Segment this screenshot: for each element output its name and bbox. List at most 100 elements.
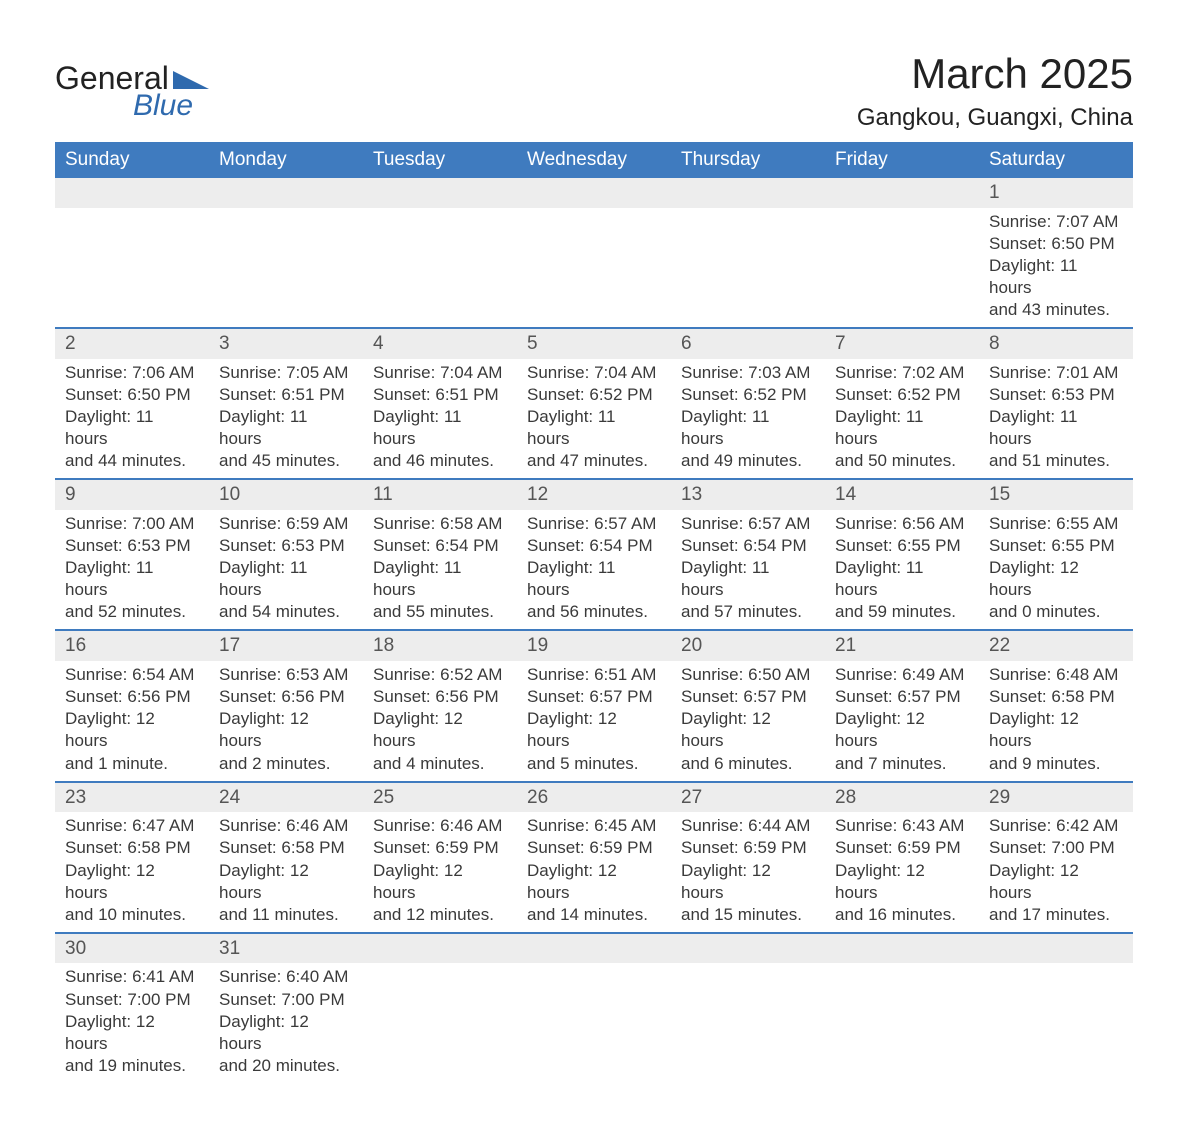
sunrise-text: Sunrise: 7:04 AM (527, 362, 661, 384)
sunrise-text: Sunrise: 6:46 AM (219, 815, 353, 837)
day-detail-cell: Sunrise: 6:42 AMSunset: 7:00 PMDaylight:… (979, 812, 1133, 932)
day-number-cell (979, 933, 1133, 964)
sunrise-text: Sunrise: 7:06 AM (65, 362, 199, 384)
day-number-cell: 7 (825, 328, 979, 359)
day-detail-cell: Sunrise: 6:54 AMSunset: 6:56 PMDaylight:… (55, 661, 209, 781)
sunset-text: Sunset: 6:59 PM (527, 837, 661, 859)
daylight-text: Daylight: 11 hours (835, 406, 969, 450)
daylight-text: Daylight: 11 hours (219, 406, 353, 450)
day-detail-cell: Sunrise: 7:04 AMSunset: 6:52 PMDaylight:… (517, 359, 671, 479)
day-detail-row: Sunrise: 6:41 AMSunset: 7:00 PMDaylight:… (55, 963, 1133, 1082)
day-detail-cell: Sunrise: 6:46 AMSunset: 6:59 PMDaylight:… (363, 812, 517, 932)
sunset-text: Sunset: 6:58 PM (65, 837, 199, 859)
daylight-text: Daylight: 12 hours (989, 860, 1123, 904)
day-detail-cell: Sunrise: 7:01 AMSunset: 6:53 PMDaylight:… (979, 359, 1133, 479)
day-header-row: Sunday Monday Tuesday Wednesday Thursday… (55, 142, 1133, 178)
sunrise-text: Sunrise: 6:57 AM (527, 513, 661, 535)
day-detail-cell: Sunrise: 7:02 AMSunset: 6:52 PMDaylight:… (825, 359, 979, 479)
day-detail-cell (671, 208, 825, 328)
sunrise-text: Sunrise: 7:00 AM (65, 513, 199, 535)
daylight-text: and 50 minutes. (835, 450, 969, 472)
day-detail-cell: Sunrise: 6:55 AMSunset: 6:55 PMDaylight:… (979, 510, 1133, 630)
day-number-cell (209, 178, 363, 208)
sunrise-text: Sunrise: 6:43 AM (835, 815, 969, 837)
day-header: Sunday (55, 142, 209, 178)
day-detail-cell: Sunrise: 6:57 AMSunset: 6:54 PMDaylight:… (671, 510, 825, 630)
daylight-text: Daylight: 11 hours (219, 557, 353, 601)
daylight-text: and 14 minutes. (527, 904, 661, 926)
daylight-text: and 59 minutes. (835, 601, 969, 623)
daylight-text: Daylight: 12 hours (527, 708, 661, 752)
day-number-row: 1 (55, 178, 1133, 208)
day-detail-cell: Sunrise: 6:47 AMSunset: 6:58 PMDaylight:… (55, 812, 209, 932)
day-detail-cell: Sunrise: 6:50 AMSunset: 6:57 PMDaylight:… (671, 661, 825, 781)
sunset-text: Sunset: 6:52 PM (681, 384, 815, 406)
day-number-cell: 27 (671, 782, 825, 813)
day-detail-cell (517, 208, 671, 328)
sunset-text: Sunset: 7:00 PM (989, 837, 1123, 859)
daylight-text: and 11 minutes. (219, 904, 353, 926)
daylight-text: Daylight: 12 hours (527, 860, 661, 904)
day-detail-row: Sunrise: 7:06 AMSunset: 6:50 PMDaylight:… (55, 359, 1133, 479)
sunrise-text: Sunrise: 6:55 AM (989, 513, 1123, 535)
daylight-text: Daylight: 12 hours (219, 708, 353, 752)
day-detail-cell: Sunrise: 6:44 AMSunset: 6:59 PMDaylight:… (671, 812, 825, 932)
daylight-text: and 47 minutes. (527, 450, 661, 472)
sunset-text: Sunset: 6:55 PM (835, 535, 969, 557)
daylight-text: and 12 minutes. (373, 904, 507, 926)
day-number-cell (671, 178, 825, 208)
sunrise-text: Sunrise: 6:51 AM (527, 664, 661, 686)
month-title: March 2025 (857, 50, 1133, 98)
daylight-text: Daylight: 12 hours (681, 860, 815, 904)
day-detail-cell: Sunrise: 7:00 AMSunset: 6:53 PMDaylight:… (55, 510, 209, 630)
daylight-text: and 45 minutes. (219, 450, 353, 472)
sunrise-text: Sunrise: 7:01 AM (989, 362, 1123, 384)
day-number-cell: 31 (209, 933, 363, 964)
day-detail-cell: Sunrise: 7:04 AMSunset: 6:51 PMDaylight:… (363, 359, 517, 479)
day-number-cell: 8 (979, 328, 1133, 359)
daylight-text: Daylight: 12 hours (373, 860, 507, 904)
sunset-text: Sunset: 6:59 PM (373, 837, 507, 859)
day-detail-cell: Sunrise: 6:45 AMSunset: 6:59 PMDaylight:… (517, 812, 671, 932)
day-detail-cell: Sunrise: 6:56 AMSunset: 6:55 PMDaylight:… (825, 510, 979, 630)
sunrise-text: Sunrise: 6:45 AM (527, 815, 661, 837)
day-number-cell: 13 (671, 479, 825, 510)
day-detail-cell: Sunrise: 7:06 AMSunset: 6:50 PMDaylight:… (55, 359, 209, 479)
day-header: Friday (825, 142, 979, 178)
daylight-text: and 0 minutes. (989, 601, 1123, 623)
location: Gangkou, Guangxi, China (857, 104, 1133, 132)
sunrise-text: Sunrise: 6:56 AM (835, 513, 969, 535)
daylight-text: Daylight: 12 hours (65, 860, 199, 904)
day-detail-cell: Sunrise: 7:03 AMSunset: 6:52 PMDaylight:… (671, 359, 825, 479)
day-number-row: 23242526272829 (55, 782, 1133, 813)
daylight-text: and 43 minutes. (989, 299, 1123, 321)
day-detail-cell (363, 208, 517, 328)
day-header: Wednesday (517, 142, 671, 178)
day-detail-cell: Sunrise: 6:41 AMSunset: 7:00 PMDaylight:… (55, 963, 209, 1082)
day-detail-row: Sunrise: 6:47 AMSunset: 6:58 PMDaylight:… (55, 812, 1133, 932)
day-detail-cell (55, 208, 209, 328)
sunrise-text: Sunrise: 6:54 AM (65, 664, 199, 686)
day-number-cell: 16 (55, 630, 209, 661)
sunset-text: Sunset: 6:57 PM (681, 686, 815, 708)
day-number-cell: 24 (209, 782, 363, 813)
day-number-cell: 23 (55, 782, 209, 813)
daylight-text: and 4 minutes. (373, 753, 507, 775)
sunrise-text: Sunrise: 6:44 AM (681, 815, 815, 837)
day-detail-cell: Sunrise: 6:40 AMSunset: 7:00 PMDaylight:… (209, 963, 363, 1082)
logo: General Blue (55, 60, 209, 123)
day-detail-cell: Sunrise: 6:57 AMSunset: 6:54 PMDaylight:… (517, 510, 671, 630)
day-number-cell: 29 (979, 782, 1133, 813)
daylight-text: Daylight: 11 hours (681, 406, 815, 450)
daylight-text: Daylight: 11 hours (989, 255, 1123, 299)
sunset-text: Sunset: 6:58 PM (989, 686, 1123, 708)
day-number-cell (825, 933, 979, 964)
day-number-cell: 1 (979, 178, 1133, 208)
day-number-cell (363, 178, 517, 208)
day-header: Monday (209, 142, 363, 178)
sunset-text: Sunset: 6:59 PM (835, 837, 969, 859)
day-number-cell: 9 (55, 479, 209, 510)
day-detail-row: Sunrise: 6:54 AMSunset: 6:56 PMDaylight:… (55, 661, 1133, 781)
day-detail-cell: Sunrise: 6:58 AMSunset: 6:54 PMDaylight:… (363, 510, 517, 630)
day-header: Thursday (671, 142, 825, 178)
